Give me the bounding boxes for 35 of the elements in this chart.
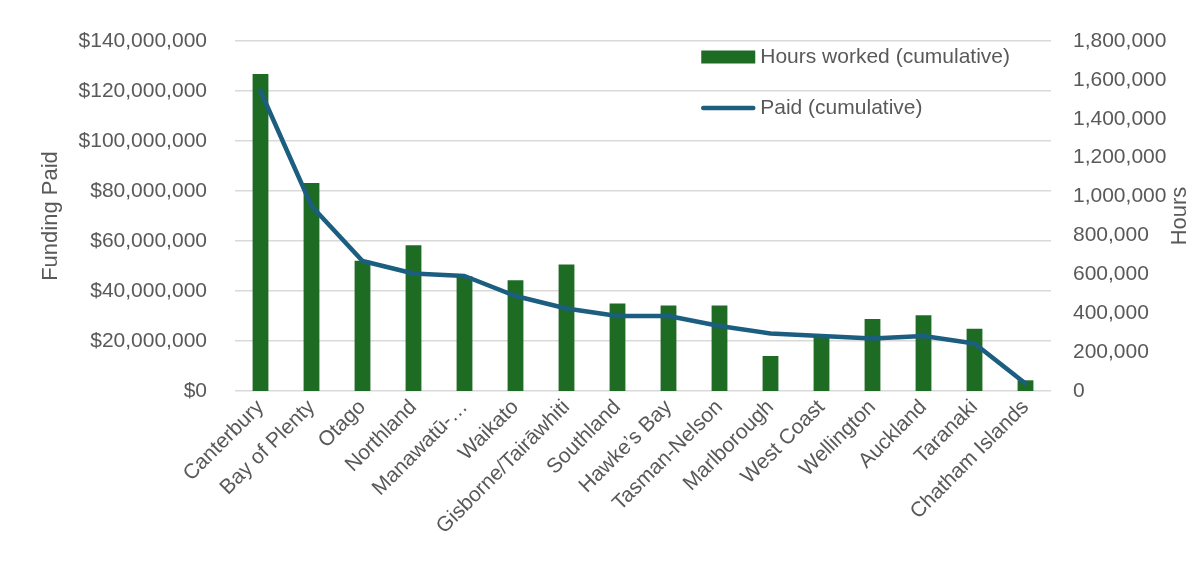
bar [813, 336, 830, 391]
bar [252, 74, 269, 391]
y-tick-label: $120,000,000 [78, 77, 207, 101]
bar [915, 315, 932, 391]
y2-tick-label: 400,000 [1073, 300, 1149, 324]
y2-tick-label: 0 [1073, 377, 1085, 401]
y-tick-label: $100,000,000 [78, 127, 207, 151]
y2-tick-label: 1,200,000 [1073, 144, 1167, 168]
y2-tick-label: 200,000 [1073, 338, 1149, 362]
y-axis-title: Funding Paid [37, 151, 63, 281]
y2-tick-label: 800,000 [1073, 222, 1149, 246]
y2-tick-label: 1,000,000 [1073, 183, 1167, 207]
y2-tick-label: 1,600,000 [1073, 66, 1167, 90]
bar [558, 264, 575, 391]
bar [405, 245, 422, 391]
y-tick-label: $60,000,000 [90, 227, 207, 251]
bar [507, 280, 524, 391]
legend-label: Paid (cumulative) [760, 94, 923, 118]
y-tick-label: $80,000,000 [90, 177, 207, 201]
legend-label: Hours worked (cumulative) [760, 43, 1011, 67]
bar [609, 303, 626, 391]
bar [762, 356, 779, 391]
y-tick-label: $0 [183, 377, 207, 401]
bar [303, 182, 320, 391]
y2-tick-label: 1,400,000 [1073, 105, 1167, 129]
y2-axis-title: Hours [1166, 186, 1192, 246]
bar [354, 260, 371, 391]
y2-tick-label: 1,800,000 [1073, 27, 1167, 51]
bar [456, 276, 473, 391]
y-tick-label: $20,000,000 [90, 327, 207, 351]
bar [660, 305, 677, 391]
y-tick-label: $40,000,000 [90, 277, 207, 301]
bar [711, 305, 728, 391]
y-tick-label: $140,000,000 [78, 27, 207, 51]
y2-tick-label: 600,000 [1073, 261, 1149, 285]
